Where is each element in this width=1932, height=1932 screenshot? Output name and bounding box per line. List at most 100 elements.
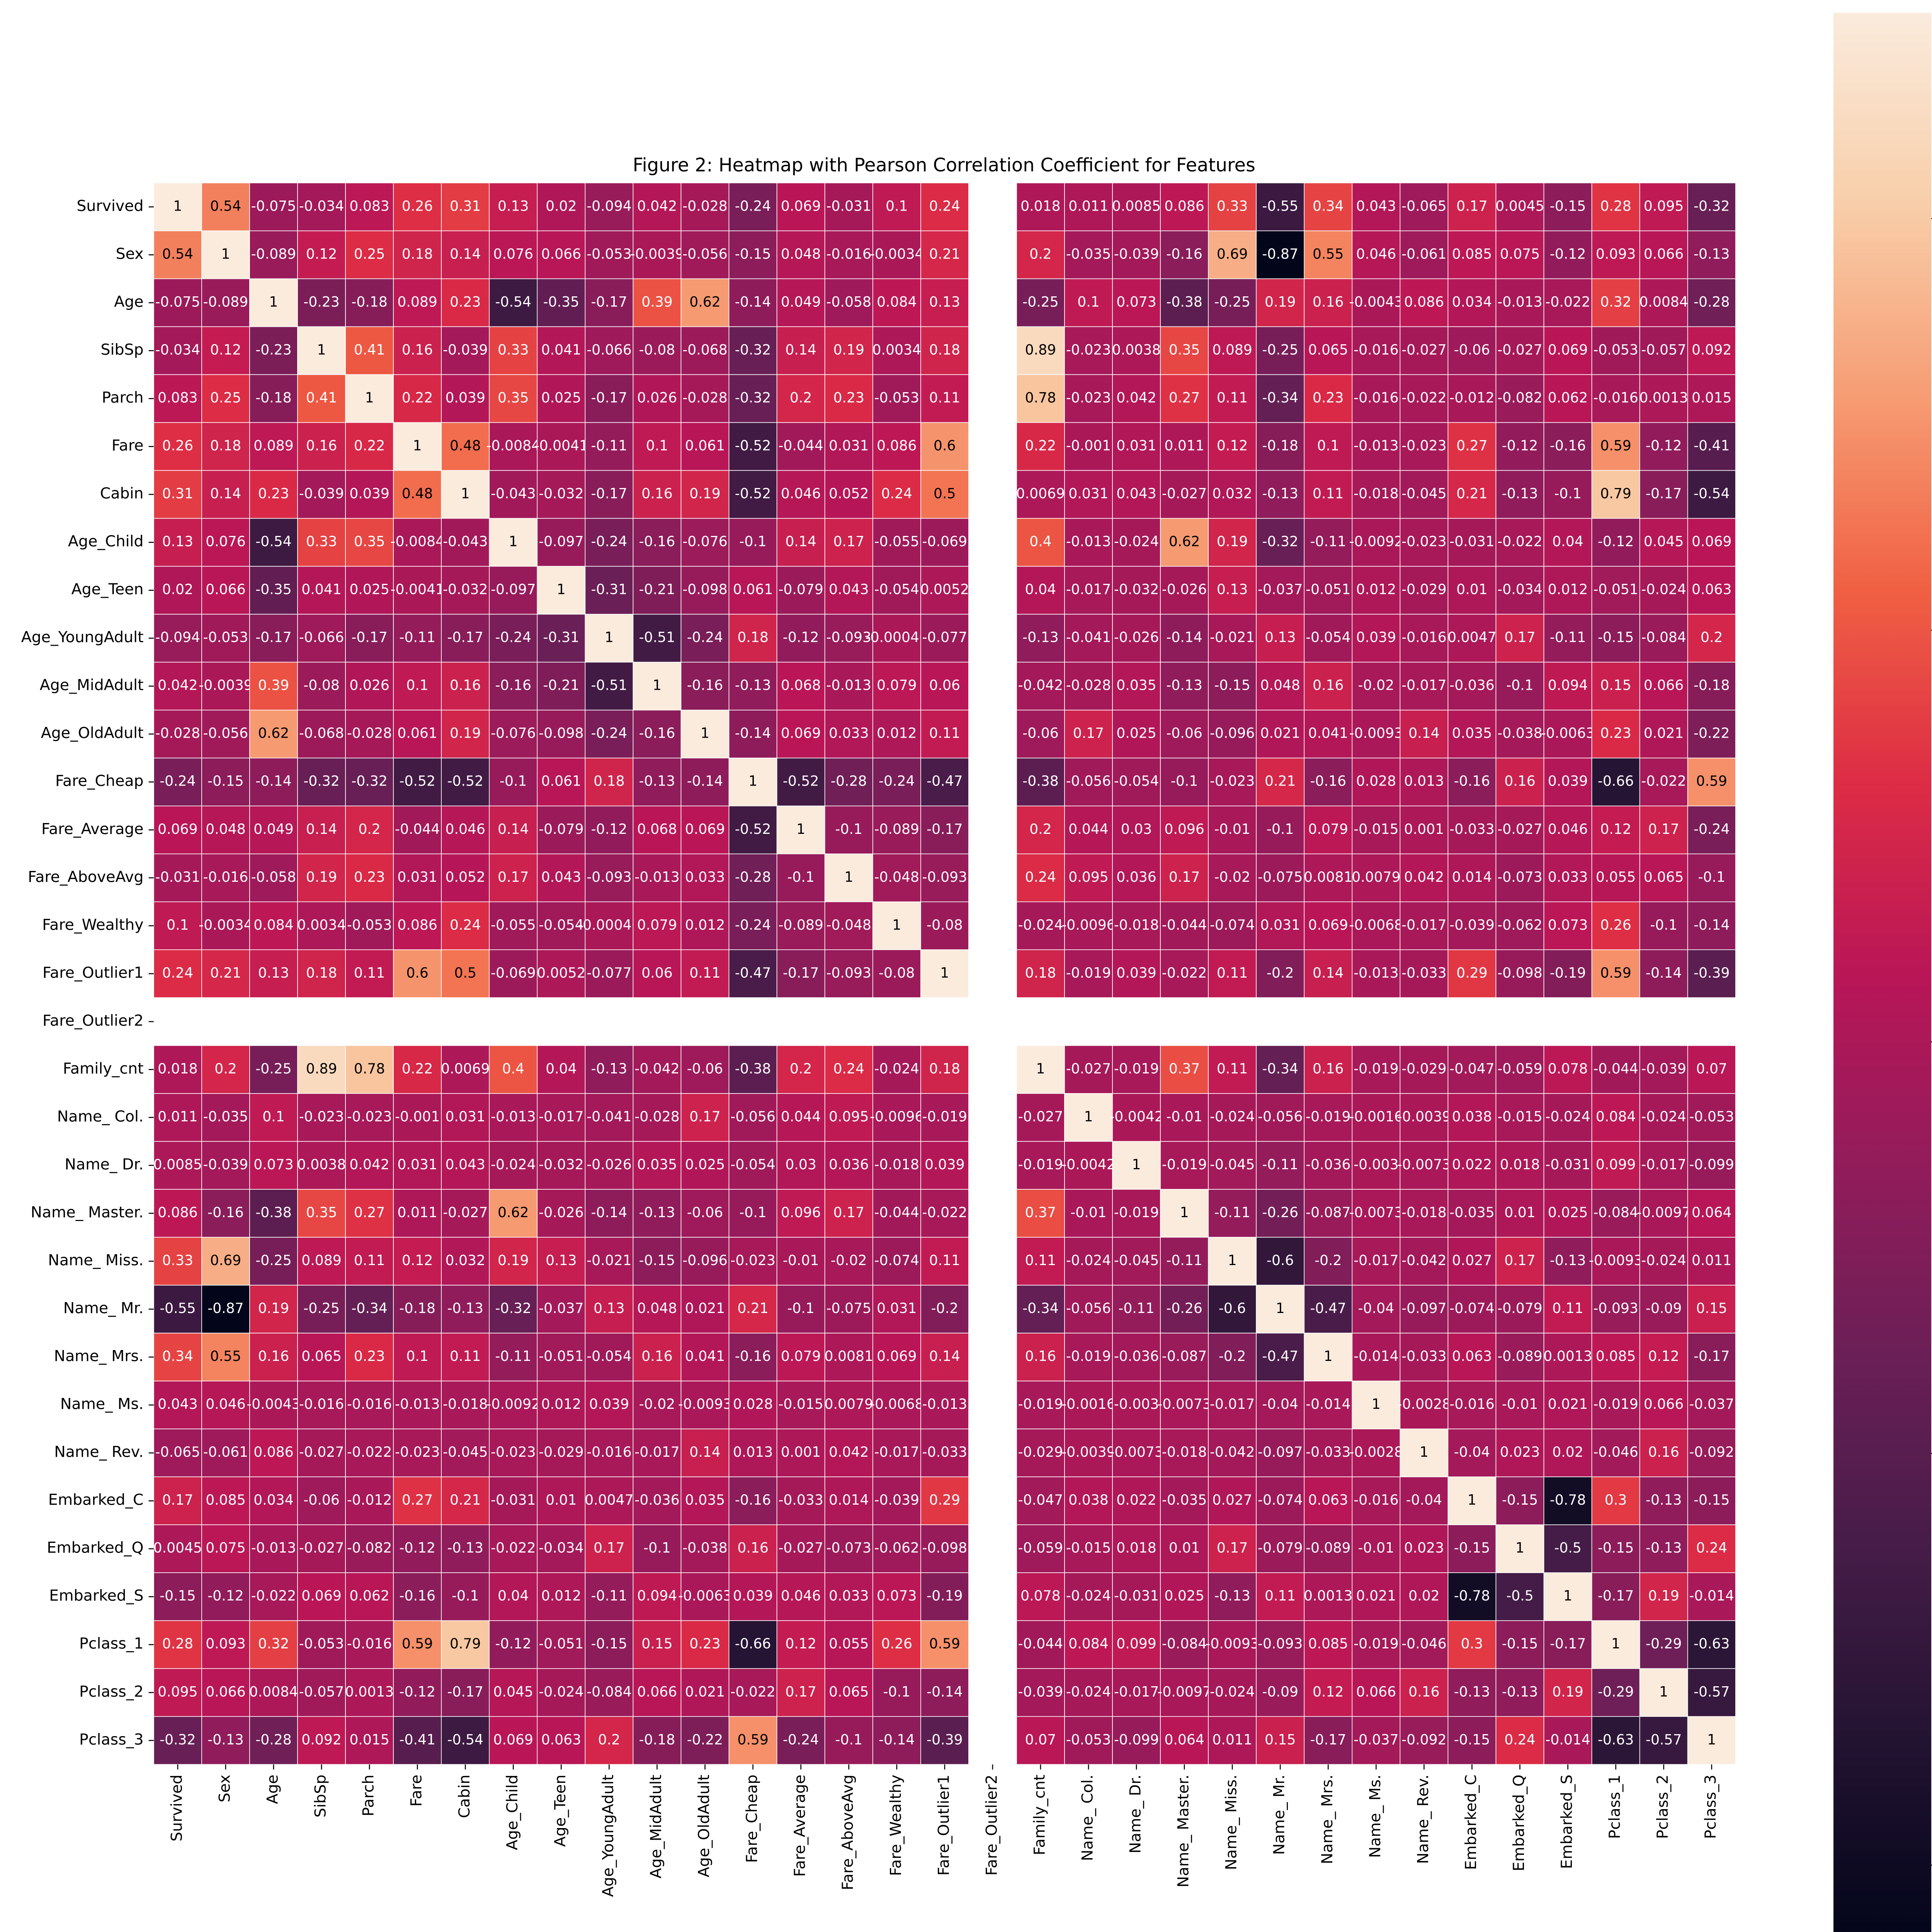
cell-label: 0.48 [402,485,433,502]
cell-label: -0.042 [1401,1252,1447,1269]
cell-label: 0.046 [206,1396,246,1412]
cell [728,1620,777,1669]
cell-label: -0.044 [1162,917,1207,933]
cell [872,470,921,519]
y-tick-label: Fare_Cheap [55,772,144,790]
cell-label: 0.0079 [1352,869,1401,885]
cell-label: 0.18 [737,629,769,646]
cell-label: 0.02 [162,581,194,598]
cell-label: 0.094 [637,1587,677,1604]
cell [1639,662,1688,711]
cell-label: 0.069 [685,821,725,837]
cell [489,1524,538,1573]
cell-label: 0.5 [934,485,956,502]
cell-label: -0.1 [643,1539,671,1556]
cell-label: 0.14 [689,1444,721,1460]
cell-label: 0.052 [445,869,485,885]
cell [824,230,873,279]
cell [1016,1668,1065,1717]
cell-label: -0.046 [1401,1635,1447,1652]
cell [489,1429,538,1477]
cell [297,1476,346,1525]
cell-label: -0.013 [1066,533,1111,550]
cell-label: -0.0092 [1349,533,1403,550]
cell-label: 0.12 [306,245,337,262]
cell [1543,1237,1592,1286]
cell-label: -0.01 [783,1252,819,1269]
cell-label: -0.054 [730,1156,776,1173]
cell [1208,1285,1257,1333]
cell-label: -0.013 [395,1396,440,1412]
cell [920,1333,969,1381]
cell-label: -0.01 [1214,821,1250,837]
cell [1543,1429,1592,1477]
cell [1064,949,1113,998]
cell [441,1668,490,1717]
cell [728,1045,777,1094]
cell [728,853,777,902]
cell [1400,1285,1449,1333]
cell-label: 0.038 [1068,1492,1109,1508]
cell-label: -0.32 [303,773,340,789]
cell-label: 0.075 [1500,245,1540,262]
cell [153,662,202,711]
cell-label: -0.033 [922,1444,968,1460]
cell-label: -0.056 [730,1108,776,1125]
cell-label: 0.2 [790,1060,812,1077]
cell-label: -0.18 [1694,677,1730,694]
x-tick-label: Embarked_Q [1510,1775,1528,1871]
cell [537,326,586,375]
cell [1064,470,1113,519]
cell [1304,1093,1353,1142]
cell-label: -0.019 [922,1108,968,1125]
cell [441,1237,490,1286]
cell [920,1429,969,1477]
cell-label: 0.023 [1404,1539,1444,1556]
cell [1591,901,1640,950]
cell [489,662,538,711]
cell [1591,1045,1640,1094]
cell [1495,182,1544,231]
cell-label: -0.0039 [199,677,253,694]
cell [537,805,586,854]
cell [249,1189,298,1238]
cell [1304,374,1353,423]
cell [153,757,202,806]
y-tick-label: Sex [116,245,144,263]
cell-label: 0.28 [162,1635,194,1652]
cell [872,1045,921,1094]
cell-label: -0.0042 [1109,1108,1163,1125]
cell [1112,1189,1161,1238]
cell-label: -0.14 [1694,917,1730,933]
y-tick-label: Fare_Outlier2 [43,1012,144,1029]
cell-label: -0.01 [1358,1539,1395,1556]
cell-label: -0.17 [591,485,628,502]
cell [537,1524,586,1573]
cell [1591,1141,1640,1190]
cell [1543,374,1592,423]
cell [1160,949,1209,998]
cell [1447,374,1497,423]
y-tick-label: Fare_Outlier1 [43,964,144,981]
cell-label: -0.053 [1066,1731,1111,1748]
cell-label: 0.14 [1408,725,1440,742]
cell [1304,1476,1353,1525]
cell-label: 0.14 [785,533,816,550]
cell [1400,901,1449,950]
cell [1495,853,1544,902]
cell-label: -0.045 [1114,1252,1159,1269]
cell [920,709,969,759]
cell [1495,374,1544,423]
cell [1352,1716,1401,1765]
cell-label: -0.093 [1593,1300,1638,1316]
cell-label: -0.019 [1018,1396,1063,1412]
cell-label: -0.048 [874,869,919,885]
cell-label: -0.023 [395,1444,440,1460]
cell [1495,422,1544,471]
cell [824,374,873,423]
cell-label: 0.076 [206,533,246,550]
cell [728,1668,777,1717]
cell [1256,422,1305,471]
cell-label: -0.027 [1497,341,1543,358]
cell-label: 0.55 [210,1348,242,1364]
